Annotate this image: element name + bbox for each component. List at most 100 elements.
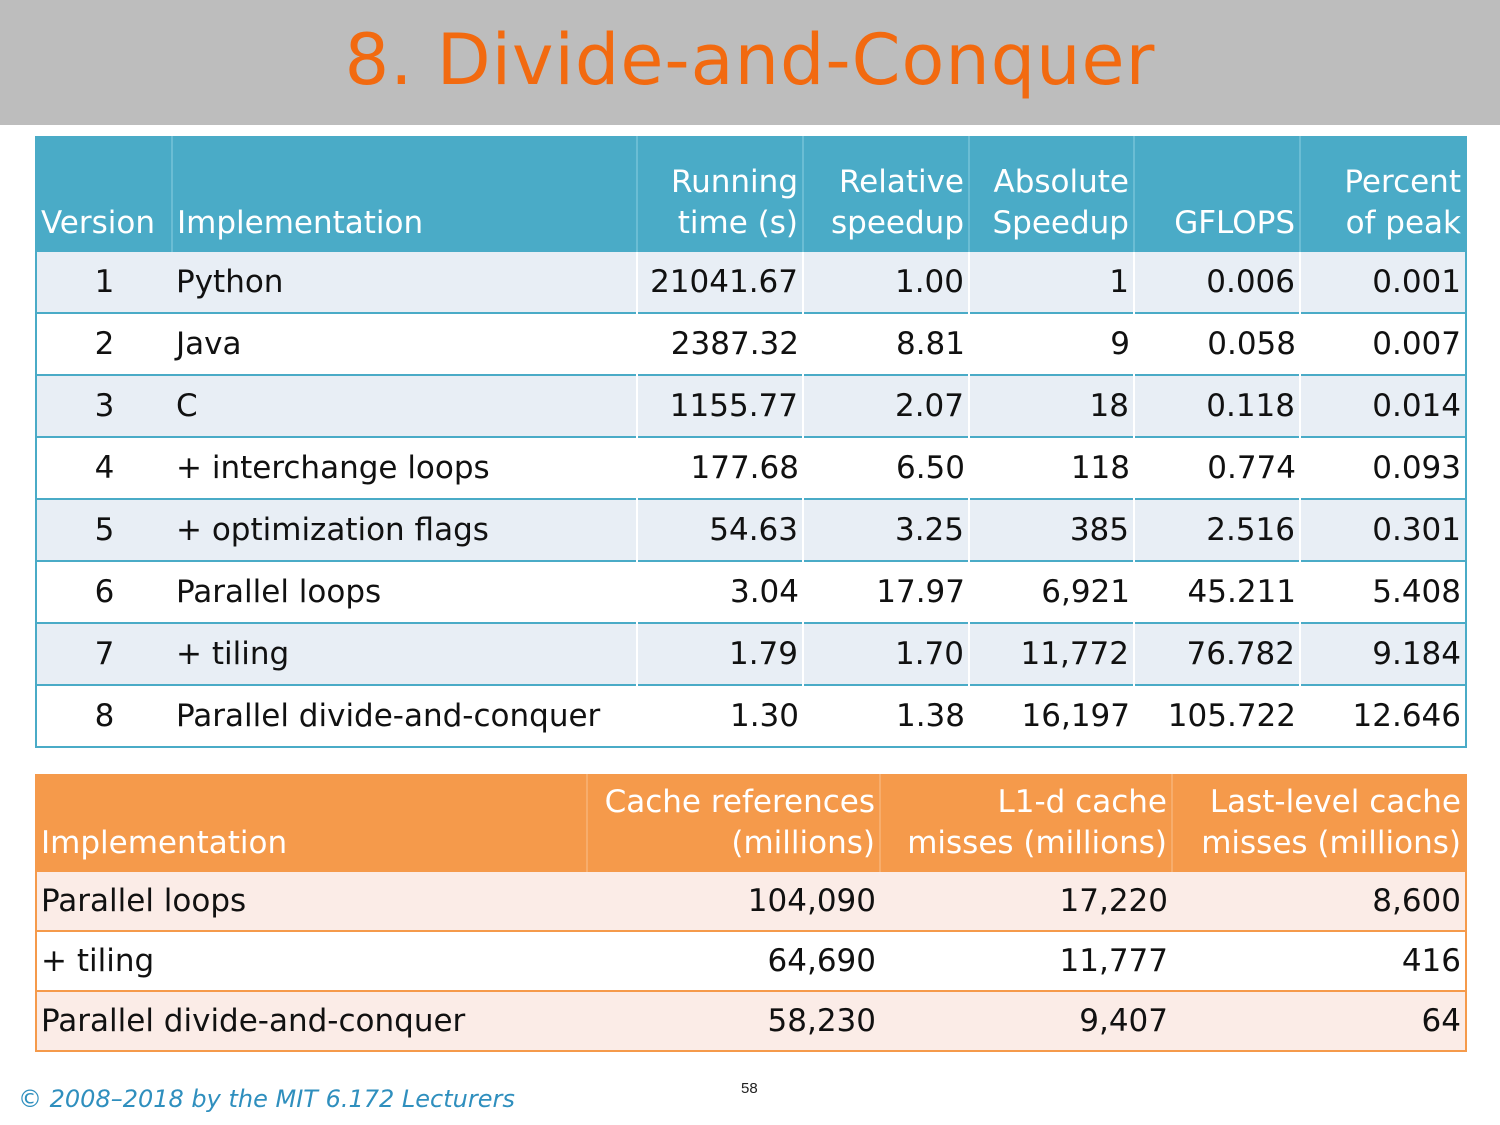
table-row: + tiling 64,690 11,777 416 — [36, 930, 1466, 991]
cell-running-time: 2387.32 — [637, 312, 803, 375]
cell-gflops: 0.774 — [1134, 436, 1300, 499]
header-relative-speedup: Relative speedup — [803, 137, 970, 251]
cell-implementation: + tiling — [172, 622, 638, 685]
cell-l1d-misses: 11,777 — [880, 930, 1172, 991]
cell-running-time: 1155.77 — [637, 374, 804, 437]
cell-absolute-speedup: 385 — [969, 498, 1135, 561]
cell-percent-peak: 0.014 — [1300, 374, 1466, 437]
cell-version: 5 — [36, 498, 172, 561]
cell-running-time: 3.04 — [637, 560, 803, 623]
cell-running-time: 1.30 — [637, 684, 803, 747]
cache-header-l1d-misses-line1: L1-d cache — [997, 784, 1167, 820]
cell-running-time: 177.68 — [637, 436, 803, 499]
cache-header-row: Implementation Cache references (million… — [36, 775, 1466, 871]
table-row: 2 Java 2387.32 8.81 9 0.058 0.007 — [36, 312, 1466, 375]
cell-running-time: 1.79 — [637, 622, 804, 685]
table-row: 8 Parallel divide-and-conquer 1.30 1.38 … — [36, 684, 1466, 747]
cell-version: 2 — [36, 312, 172, 375]
copyright-notice: © 2008–2018 by the MIT 6.172 Lecturers — [18, 1085, 515, 1113]
cell-llc-misses: 8,600 — [1172, 870, 1466, 931]
cell-running-time: 54.63 — [637, 498, 804, 561]
cell-percent-peak: 5.408 — [1300, 560, 1466, 623]
cell-relative-speedup: 2.07 — [803, 374, 970, 437]
cell-relative-speedup: 1.70 — [803, 622, 970, 685]
cache-header-references-line1: Cache references — [604, 784, 875, 820]
cell-gflops: 76.782 — [1134, 622, 1301, 685]
cache-header-l1d-misses: L1-d cache misses (millions) — [880, 775, 1173, 871]
cache-table: Implementation Cache references (million… — [35, 774, 1467, 1052]
header-percent-peak-line1: Percent — [1344, 164, 1461, 200]
cache-header-l1d-misses-line2: misses (millions) — [907, 825, 1167, 861]
cell-relative-speedup: 17.97 — [803, 560, 969, 623]
cell-running-time: 21041.67 — [637, 250, 804, 313]
cell-implementation: Parallel divide-and-conquer — [172, 684, 637, 747]
cell-relative-speedup: 1.00 — [803, 250, 970, 313]
cell-gflops: 105.722 — [1134, 684, 1300, 747]
cell-percent-peak: 0.093 — [1300, 436, 1466, 499]
cell-llc-misses: 416 — [1172, 930, 1466, 991]
cell-absolute-speedup: 118 — [969, 436, 1134, 499]
cell-gflops: 0.118 — [1134, 374, 1301, 437]
table-row: 6 Parallel loops 3.04 17.97 6,921 45.211… — [36, 560, 1466, 623]
cell-absolute-speedup: 11,772 — [969, 622, 1135, 685]
cell-cache-refs: 64,690 — [587, 930, 880, 991]
table-row: 7 + tiling 1.79 1.70 11,772 76.782 9.184 — [36, 622, 1466, 685]
cell-implementation: + interchange loops — [172, 436, 637, 499]
cell-cache-refs: 58,230 — [587, 990, 880, 1051]
cache-header-implementation: Implementation — [36, 775, 588, 871]
cache-header-llc-misses-line2: misses (millions) — [1201, 825, 1461, 861]
cell-relative-speedup: 1.38 — [803, 684, 969, 747]
cell-implementation: Parallel loops — [172, 560, 637, 623]
cell-implementation: + optimization flags — [172, 498, 638, 561]
header-percent-peak-line2: of peak — [1345, 205, 1461, 241]
title-bar: 8. Divide-and-Conquer — [0, 0, 1500, 125]
perf-header-row: Version Implementation Running time (s) … — [36, 137, 1466, 251]
cell-implementation: Python — [172, 250, 638, 313]
cell-absolute-speedup: 16,197 — [969, 684, 1134, 747]
header-running-time-line2: time (s) — [677, 205, 798, 241]
cell-l1d-misses: 9,407 — [880, 990, 1172, 1051]
header-absolute-speedup-line2: Speedup — [992, 205, 1129, 241]
header-running-time: Running time (s) — [637, 137, 804, 251]
slide-title: 8. Divide-and-Conquer — [344, 19, 1156, 101]
header-gflops: GFLOPS — [1134, 137, 1301, 251]
table-row: 4 + interchange loops 177.68 6.50 118 0.… — [36, 436, 1466, 499]
header-absolute-speedup-line1: Absolute — [993, 164, 1130, 200]
cell-percent-peak: 0.007 — [1300, 312, 1466, 375]
cell-gflops: 0.058 — [1134, 312, 1300, 375]
cell-version: 4 — [36, 436, 172, 499]
header-implementation: Implementation — [172, 137, 638, 251]
cell-absolute-speedup: 9 — [969, 312, 1134, 375]
cell-gflops: 2.516 — [1134, 498, 1301, 561]
table-row: 5 + optimization flags 54.63 3.25 385 2.… — [36, 498, 1466, 561]
cell-gflops: 0.006 — [1134, 250, 1301, 313]
cache-header-references-line2: (millions) — [731, 825, 875, 861]
header-absolute-speedup: Absolute Speedup — [969, 137, 1135, 251]
cell-implementation: Parallel divide-and-conquer — [36, 990, 587, 1051]
cell-implementation: Parallel loops — [36, 870, 587, 931]
table-row: Parallel loops 104,090 17,220 8,600 — [36, 870, 1466, 931]
cell-relative-speedup: 3.25 — [803, 498, 970, 561]
cell-version: 7 — [36, 622, 172, 685]
cell-absolute-speedup: 1 — [969, 250, 1135, 313]
cell-llc-misses: 64 — [1172, 990, 1466, 1051]
header-relative-speedup-line1: Relative — [838, 164, 964, 200]
cell-relative-speedup: 6.50 — [803, 436, 969, 499]
cell-implementation: Java — [172, 312, 637, 375]
table-row: 3 C 1155.77 2.07 18 0.118 0.014 — [36, 374, 1466, 437]
cell-relative-speedup: 8.81 — [803, 312, 969, 375]
header-relative-speedup-line2: speedup — [831, 205, 964, 241]
cell-version: 8 — [36, 684, 172, 747]
cell-implementation: C — [172, 374, 638, 437]
cell-percent-peak: 12.646 — [1300, 684, 1466, 747]
cache-header-references: Cache references (millions) — [587, 775, 881, 871]
cell-version: 3 — [36, 374, 172, 437]
cell-absolute-speedup: 18 — [969, 374, 1135, 437]
header-percent-peak: Percent of peak — [1300, 137, 1466, 251]
cache-header-llc-misses-line1: Last-level cache — [1209, 784, 1461, 820]
cell-implementation: + tiling — [36, 930, 587, 991]
header-running-time-line1: Running — [670, 164, 798, 200]
page-number: 58 — [741, 1080, 758, 1097]
cell-version: 6 — [36, 560, 172, 623]
cell-percent-peak: 0.301 — [1300, 498, 1466, 561]
